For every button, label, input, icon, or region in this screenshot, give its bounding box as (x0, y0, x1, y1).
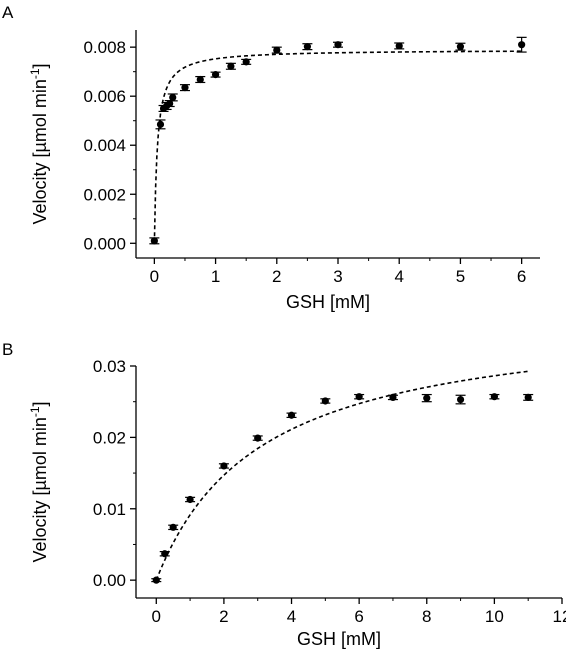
chart-panel-b: B 0 2 4 6 8 10 12 0.00 0.01 0.02 0.03 GSH [mM] Veloci… (2, 340, 566, 649)
x-tick-label: 12 (553, 607, 566, 626)
y-axis-title-end: ] (30, 63, 50, 68)
data-point (254, 434, 262, 442)
x-axis-title: GSH [mM] (286, 292, 370, 312)
data-point (156, 120, 165, 128)
x-tick-label: 6 (354, 607, 363, 626)
y-tick-label: 0.00 (93, 571, 126, 590)
x-tick-label: 0 (150, 267, 159, 286)
x-tick-label: 8 (422, 607, 431, 626)
data-point (287, 411, 296, 419)
y-axis-title-main: Velocity [µmol min (30, 79, 50, 224)
data-point (242, 58, 250, 66)
data-point (211, 71, 220, 79)
y-tick-label: 0.002 (83, 185, 126, 204)
data-point (456, 395, 465, 404)
y-tick-label: 0.004 (83, 136, 126, 155)
y-axis-title-superscript: -1 (28, 406, 42, 417)
y-tick-label: 0.01 (93, 500, 126, 519)
y-axis-title: Velocity [µmol min-1] (28, 63, 50, 224)
data-point (196, 75, 204, 84)
x-tick-label: 6 (517, 267, 526, 286)
data-point (152, 576, 160, 584)
panel-label: A (2, 3, 14, 22)
data-point (150, 237, 158, 245)
x-tick-label: 0 (152, 607, 161, 626)
x-tick-label: 10 (485, 607, 504, 626)
data-point (456, 43, 465, 51)
y-axis-title-end: ] (30, 401, 50, 406)
x-tick-label: 2 (272, 267, 281, 286)
panel-label: B (2, 340, 13, 359)
data-point (227, 62, 235, 70)
data-point (220, 462, 228, 470)
y-axis-title-superscript: -1 (28, 68, 42, 79)
data-point (169, 523, 177, 531)
data-point (186, 495, 194, 504)
data-point (273, 46, 281, 54)
data-point (303, 43, 311, 51)
fit-curve (153, 50, 522, 244)
y-tick-label: 0.03 (93, 357, 126, 376)
data-point (355, 393, 363, 401)
x-tick-label: 4 (394, 267, 403, 286)
y-tick-label: 0.02 (93, 428, 126, 447)
data-point (490, 393, 498, 401)
x-axis-title: GSH [mM] (297, 629, 381, 649)
fit-curve (155, 370, 529, 581)
chart-panel-a: A 0 1 2 3 4 5 6 0.000 0.002 0.004 0.006 0.008 GSH [mM… (2, 3, 540, 312)
data-point (334, 41, 342, 49)
y-axis-title-main: Velocity [µmol min (30, 417, 50, 562)
data-point (423, 394, 431, 402)
data-point (518, 41, 526, 49)
data-point (524, 393, 532, 402)
data-point (166, 99, 174, 108)
x-tick-label: 3 (333, 267, 342, 286)
y-tick-label: 0.000 (83, 234, 126, 253)
data-point (161, 550, 169, 558)
data-point (321, 397, 329, 405)
x-tick-label: 5 (456, 267, 465, 286)
data-point (389, 393, 397, 402)
data-point (395, 42, 403, 50)
x-tick-label: 4 (287, 607, 296, 626)
y-tick-label: 0.008 (83, 38, 126, 57)
data-point (181, 84, 189, 92)
y-tick-label: 0.006 (83, 87, 126, 106)
data-point (169, 93, 177, 102)
x-tick-label: 2 (219, 607, 228, 626)
x-tick-label: 1 (211, 267, 220, 286)
y-axis-title: Velocity [µmol min-1] (28, 401, 50, 562)
